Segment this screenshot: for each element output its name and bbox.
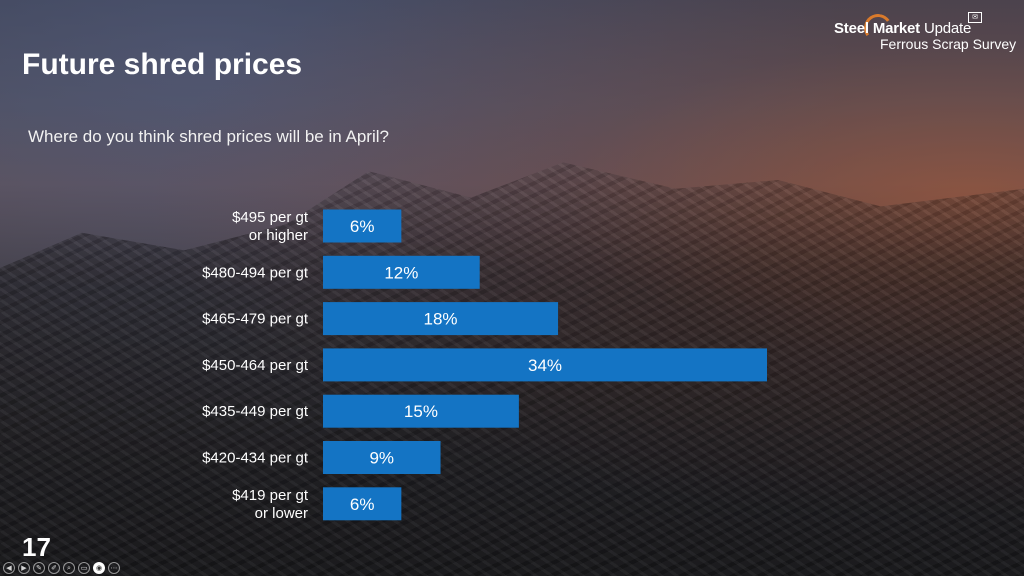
- category-label-2: $465-479 per gt: [202, 311, 309, 328]
- data-label-1: 12%: [384, 263, 418, 282]
- data-label-0: 6%: [350, 217, 375, 236]
- next-icon[interactable]: ▶: [18, 562, 30, 574]
- view-icon[interactable]: ◉: [93, 562, 105, 574]
- bar-6: [323, 487, 402, 521]
- data-label-5: 9%: [369, 449, 394, 468]
- pen-icon[interactable]: ✎: [33, 562, 45, 574]
- category-label-3: $450-464 per gt: [202, 357, 309, 374]
- zoom-icon[interactable]: ⌕: [63, 562, 75, 574]
- bar-1: [323, 255, 480, 289]
- bar-3: [323, 348, 767, 382]
- data-label-2: 18%: [424, 310, 458, 329]
- data-label-4: 15%: [404, 402, 438, 421]
- slide-title: Future shred prices: [22, 48, 303, 81]
- category-label-6: $419 per gt or lower: [232, 487, 309, 522]
- slide-number: 17: [22, 532, 51, 562]
- category-label-1: $480-494 per gt: [202, 264, 309, 281]
- more-icon[interactable]: ⋯: [108, 562, 120, 574]
- survey-question: Where do you think shred prices will be …: [28, 127, 389, 146]
- bar-0: [323, 209, 402, 243]
- bar-5: [323, 441, 441, 474]
- subtitles-icon[interactable]: ▭: [78, 562, 90, 574]
- bar-4: [323, 394, 519, 428]
- logo-subtitle: Ferrous Scrap Survey: [880, 36, 1017, 52]
- data-label-3: 34%: [528, 356, 562, 375]
- category-label-4: $435-449 per gt: [202, 403, 309, 420]
- category-label-0: $495 per gt or higher: [232, 209, 309, 244]
- category-label-5: $420-434 per gt: [202, 450, 309, 467]
- bar-2: [323, 302, 559, 336]
- highlighter-icon[interactable]: ✐: [48, 562, 60, 574]
- logo-brand: Steel Market Update: [834, 20, 972, 37]
- prev-icon[interactable]: ◀: [3, 562, 15, 574]
- mail-icon: ✉: [968, 12, 982, 23]
- data-label-6: 6%: [350, 495, 375, 514]
- brand-logo: Steel Market Update Ferrous Scrap Survey…: [834, 11, 1017, 56]
- presentation-controls: ◀ ▶ ✎ ✐ ⌕ ▭ ◉ ⋯: [3, 562, 120, 574]
